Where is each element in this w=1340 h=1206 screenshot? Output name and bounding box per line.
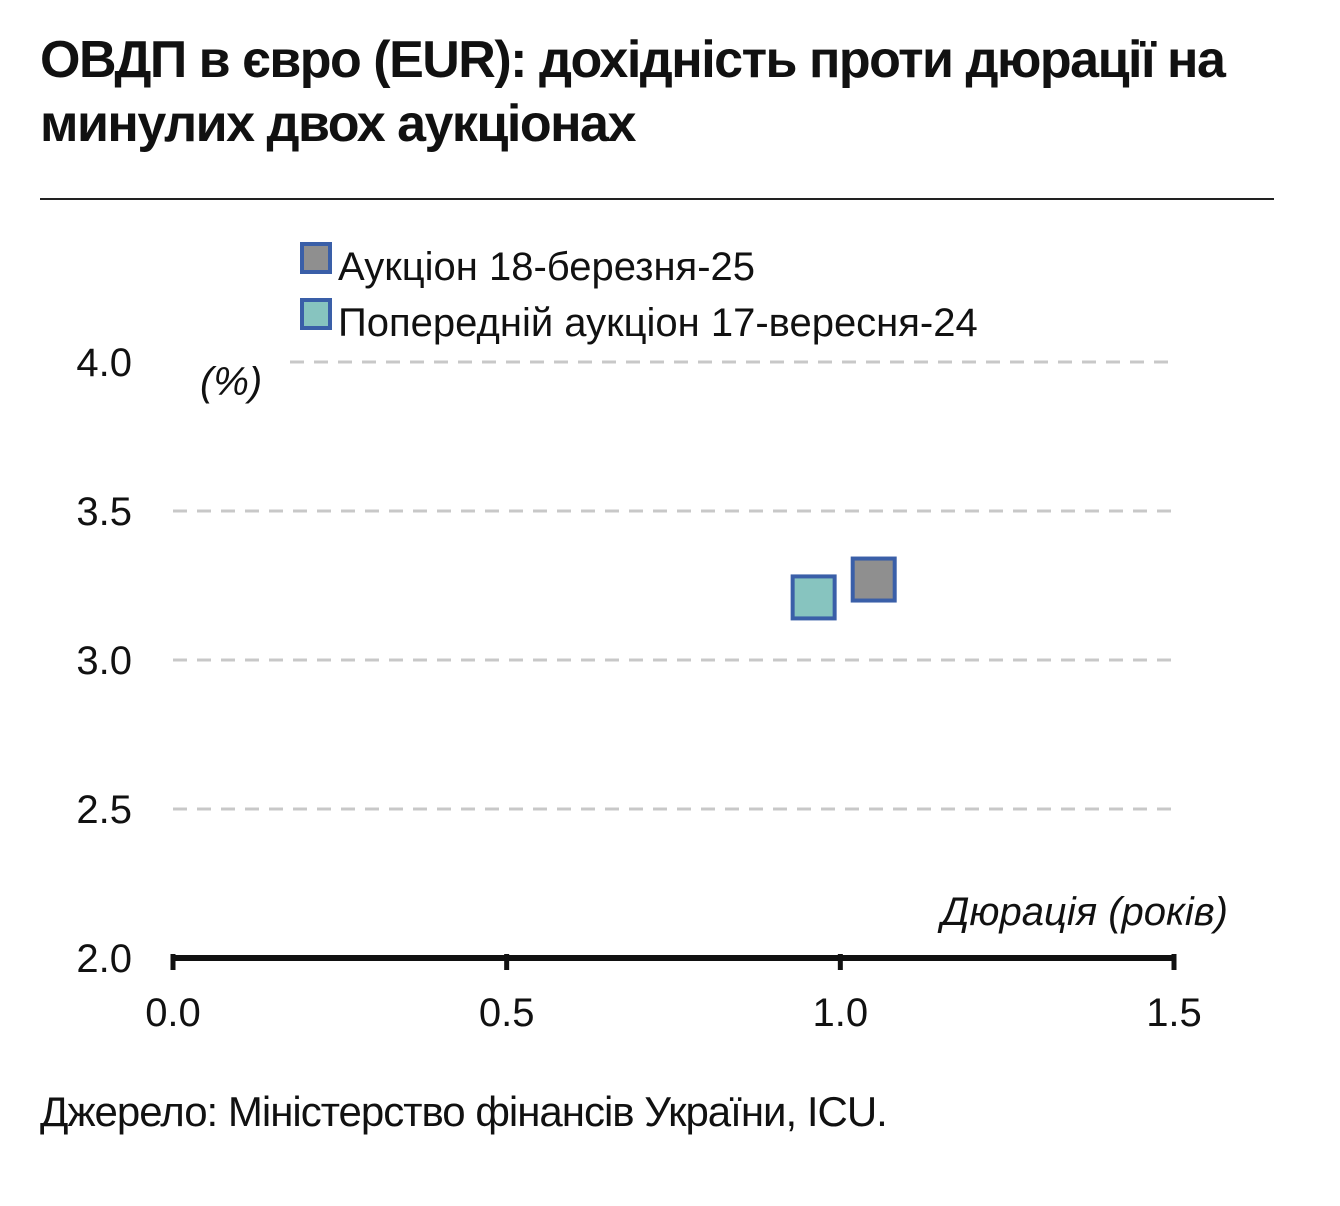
legend-label: Аукціон 18-березня-25 (338, 245, 755, 289)
legend-swatch (300, 242, 332, 274)
data-point (850, 556, 897, 603)
y-tick-label: 4.0 (76, 341, 132, 385)
source-note: Джерело: Міністерство фінансів України, … (40, 1088, 888, 1135)
y-tick-label: 3.5 (76, 490, 132, 534)
x-tick-label: 0.5 (479, 991, 535, 1035)
x-tick-label: 1.5 (1146, 991, 1202, 1035)
legend-swatch (300, 298, 332, 330)
legend: Аукціон 18-березня-25 Попередній аукціон … (300, 242, 978, 345)
y-axis-ticks: 4.0 3.5 3.0 2.5 2.0 (76, 341, 132, 981)
y-tick-label: 2.0 (76, 937, 132, 981)
gridlines (173, 360, 1174, 811)
y-tick-label: 3.0 (76, 639, 132, 683)
x-axis: 0.0 0.5 1.0 1.5 (145, 954, 1202, 1035)
title-divider (40, 198, 1274, 200)
y-axis-label: (%) (200, 360, 262, 404)
y-tick-label: 2.5 (76, 788, 132, 832)
x-axis-label: Дюрація (років) (937, 890, 1228, 934)
legend-label: Попередній аукціон 17-вересня-24 (338, 301, 978, 345)
data-point (790, 574, 837, 621)
chart-title: ОВДП в євро (EUR): дохідність проти дюра… (40, 31, 1226, 153)
x-tick-label: 1.0 (813, 991, 869, 1035)
data-points (790, 556, 897, 621)
x-tick-label: 0.0 (145, 991, 201, 1035)
